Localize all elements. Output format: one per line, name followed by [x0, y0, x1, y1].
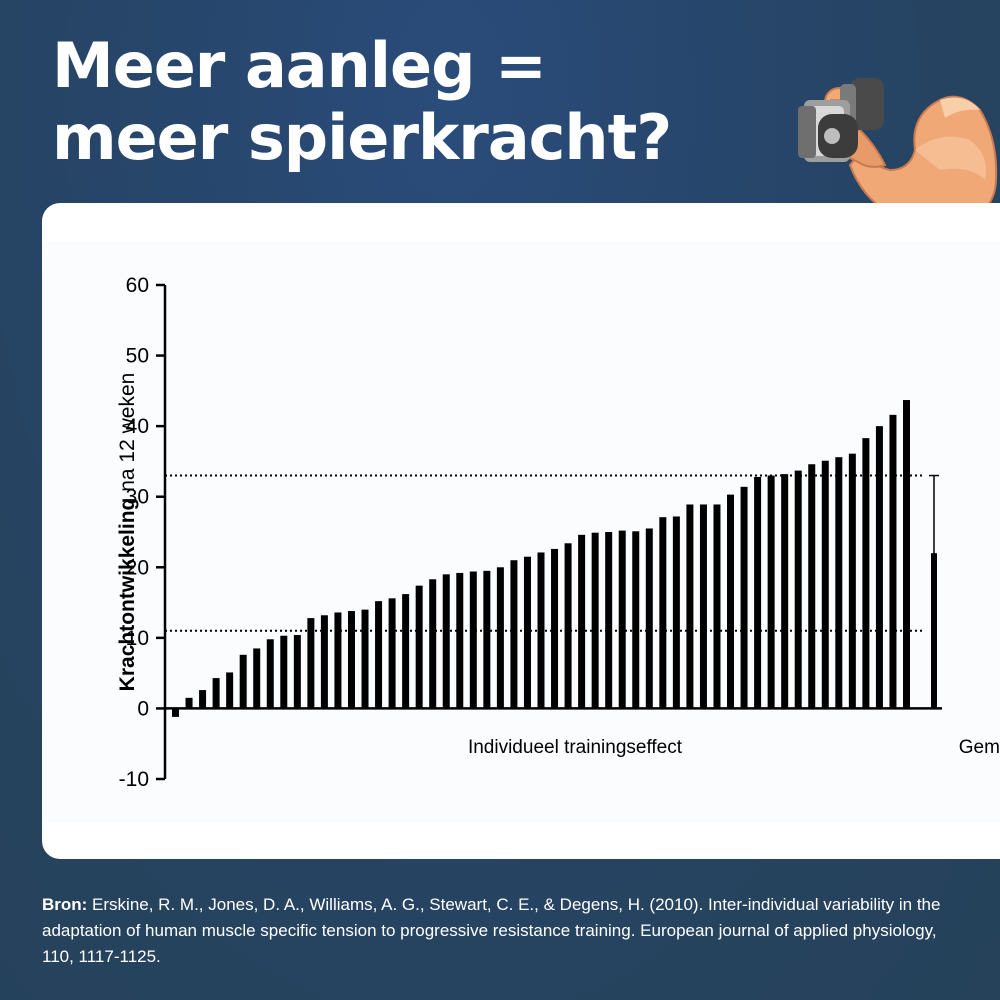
bar — [618, 530, 626, 709]
bar — [767, 475, 775, 709]
bar — [280, 635, 288, 709]
bar — [794, 470, 802, 709]
bar — [578, 534, 586, 709]
bar — [848, 453, 856, 709]
bar — [185, 697, 193, 709]
bar — [199, 690, 207, 709]
bar — [212, 678, 220, 709]
bar — [659, 517, 667, 709]
bar — [645, 528, 653, 709]
bar — [605, 532, 613, 709]
chart-card: Krachtontwikkeling na 12 weken Individue… — [42, 203, 1000, 859]
bar — [239, 654, 247, 709]
bar — [686, 504, 694, 709]
bar — [713, 504, 721, 709]
bar — [388, 598, 396, 709]
source-text: Erskine, R. M., Jones, D. A., Williams, … — [42, 895, 941, 966]
bar — [537, 552, 545, 709]
source-label: Bron: — [42, 895, 88, 914]
y-tick-label: 50 — [126, 345, 149, 368]
y-tick-label: 60 — [126, 274, 149, 297]
bar — [821, 460, 829, 709]
bar — [781, 474, 789, 709]
bar — [456, 572, 464, 709]
y-axis-label: Krachtontwikkeling na 12 weken — [116, 373, 139, 692]
bar — [903, 400, 910, 709]
y-tick-label: 0 — [137, 697, 149, 720]
bar — [835, 457, 843, 709]
bar — [510, 560, 518, 709]
bar — [469, 571, 477, 709]
title-line-2: meer spierkracht? — [52, 101, 672, 174]
bar — [361, 609, 369, 709]
bar — [727, 494, 735, 709]
bar — [889, 414, 897, 709]
bar — [523, 556, 531, 709]
bar — [253, 648, 261, 709]
y-tick-label: 30 — [126, 486, 149, 509]
bar — [740, 486, 748, 709]
bar — [307, 618, 315, 709]
bar — [172, 708, 179, 717]
bar — [347, 611, 355, 709]
bar — [862, 438, 870, 709]
y-axis-label-rest: na 12 weken — [116, 373, 139, 498]
y-tick-label: -10 — [119, 768, 149, 791]
chart-area: Krachtontwikkeling na 12 weken Individue… — [42, 241, 1000, 823]
strength-bar-chart: Krachtontwikkeling na 12 weken Individue… — [116, 274, 1000, 791]
bar — [483, 570, 491, 709]
bar — [429, 579, 437, 709]
bar — [402, 594, 410, 709]
bar — [672, 516, 680, 709]
flexed-arm-with-dumbbell-icon — [798, 78, 998, 232]
bar — [415, 585, 423, 709]
bar — [442, 574, 450, 709]
bar — [699, 504, 707, 709]
mean-label: Gem. — [959, 737, 1000, 758]
bar — [334, 612, 342, 709]
bar — [293, 635, 301, 709]
bar — [551, 548, 559, 709]
bar — [320, 615, 328, 709]
x-axis-label: Individueel trainingseffect — [468, 737, 683, 758]
y-axis-label-bold: Krachtontwikkeling — [116, 498, 139, 692]
bar — [808, 464, 816, 709]
bar — [754, 476, 762, 709]
bar — [564, 543, 572, 709]
page-title: Meer aanleg = meer spierkracht? — [52, 29, 672, 174]
y-tick-label: 40 — [126, 415, 149, 438]
bar — [496, 567, 504, 709]
bar — [266, 639, 274, 709]
bar — [375, 601, 383, 709]
bar — [226, 672, 234, 709]
bar — [591, 532, 599, 709]
bar — [632, 531, 640, 709]
y-tick-label: 10 — [126, 627, 149, 650]
title-line-1: Meer aanleg = — [52, 29, 547, 102]
source-citation: Bron: Erskine, R. M., Jones, D. A., Will… — [42, 892, 972, 970]
y-tick-label: 20 — [126, 556, 149, 579]
bar — [875, 426, 883, 709]
